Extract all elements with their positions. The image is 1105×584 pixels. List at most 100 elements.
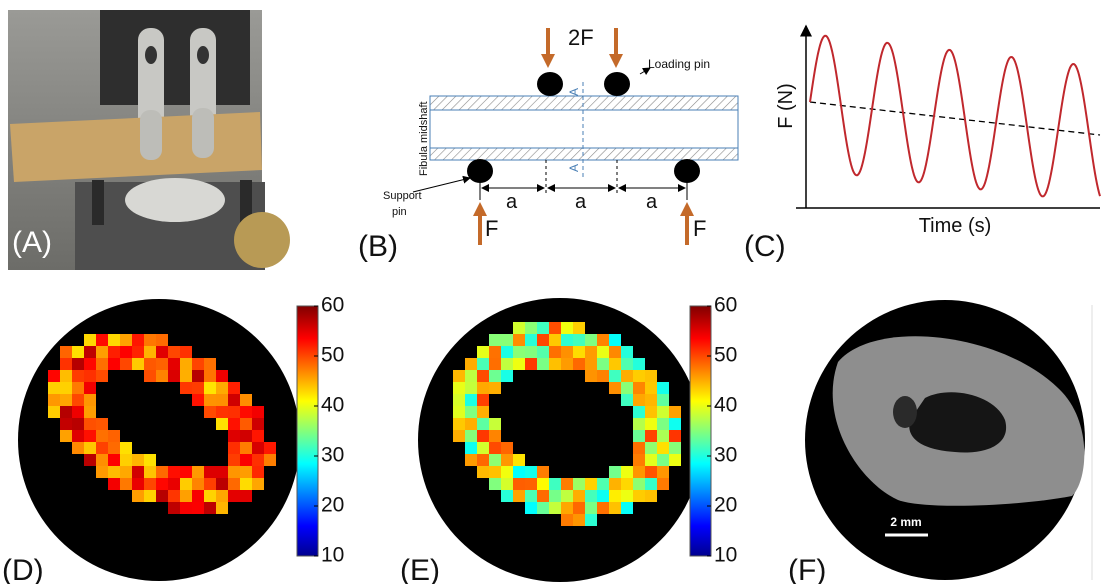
heat-cell (240, 406, 252, 418)
heat-cell (585, 358, 597, 370)
heat-cell (669, 454, 681, 466)
specimen-label: Fibula midshaft (418, 101, 430, 176)
heat-cell (669, 430, 681, 442)
heat-cell (561, 358, 573, 370)
heat-cell (108, 466, 120, 478)
heat-cell (465, 358, 477, 370)
heat-cell (72, 430, 84, 442)
heat-cell (573, 490, 585, 502)
heat-cell (204, 394, 216, 406)
heat-cell (489, 442, 501, 454)
heat-cell (585, 346, 597, 358)
heat-cell (477, 358, 489, 370)
heat-cell (657, 478, 669, 490)
heat-cell (192, 502, 204, 514)
heat-cell (84, 346, 96, 358)
y-axis-label: F (N) (775, 83, 797, 129)
heat-cell (252, 466, 264, 478)
heat-cell (132, 490, 144, 502)
heat-cell (72, 406, 84, 418)
heat-cell (657, 418, 669, 430)
heat-cell (252, 454, 264, 466)
heat-cell (168, 466, 180, 478)
heat-cell (513, 490, 525, 502)
heat-cell (513, 346, 525, 358)
heat-cell (633, 382, 645, 394)
heat-cell (156, 466, 168, 478)
heat-cell (633, 430, 645, 442)
heat-cell (192, 370, 204, 382)
force-label: F (485, 216, 498, 241)
heat-cell (168, 370, 180, 382)
heat-cell (60, 418, 72, 430)
force-label: 2F (568, 25, 594, 50)
heat-cell (489, 478, 501, 490)
heat-cell (156, 334, 168, 346)
heat-cell (489, 382, 501, 394)
heat-cell (537, 478, 549, 490)
heat-cell (549, 322, 561, 334)
heat-cell (525, 358, 537, 370)
heat-cell (96, 430, 108, 442)
heat-cell (144, 478, 156, 490)
heat-cell (585, 334, 597, 346)
heat-cell (669, 442, 681, 454)
heat-cell (501, 334, 513, 346)
heat-cell (489, 466, 501, 478)
heat-cell (228, 454, 240, 466)
heat-cell (573, 358, 585, 370)
heat-cell (156, 346, 168, 358)
heat-cell (204, 370, 216, 382)
heat-cell (585, 502, 597, 514)
heat-cell (597, 478, 609, 490)
heat-cell (645, 490, 657, 502)
heat-cell (84, 358, 96, 370)
heat-cell (96, 358, 108, 370)
heat-cell (549, 490, 561, 502)
colorbar-tick-label: 20 (321, 494, 344, 517)
heat-cell (252, 478, 264, 490)
colorbar-tick-label: 50 (321, 344, 344, 367)
heat-cell (561, 502, 573, 514)
heat-cell (120, 334, 132, 346)
heat-cell (453, 418, 465, 430)
heat-cell (216, 406, 228, 418)
heat-cell (621, 370, 633, 382)
support-pin-label: pin (392, 206, 407, 218)
heat-cell (252, 406, 264, 418)
heat-cell (84, 406, 96, 418)
heat-cell (489, 358, 501, 370)
heat-cell (465, 394, 477, 406)
heat-cell (669, 406, 681, 418)
heat-cell (120, 454, 132, 466)
colorbar-tick-label: 30 (321, 444, 344, 467)
heat-cell (645, 406, 657, 418)
colorbar-tick-label: 60 (321, 294, 344, 317)
heat-cell (132, 454, 144, 466)
heat-cell (489, 370, 501, 382)
heat-cell (513, 334, 525, 346)
heat-cell (60, 430, 72, 442)
heat-cell (477, 442, 489, 454)
heat-cell (168, 346, 180, 358)
heat-cell (597, 490, 609, 502)
heat-cell (204, 490, 216, 502)
heat-cell (501, 442, 513, 454)
heat-cell (585, 370, 597, 382)
heat-cell (633, 370, 645, 382)
heat-cell (489, 454, 501, 466)
heat-cell (240, 394, 252, 406)
heat-cell (192, 478, 204, 490)
heat-cell (108, 478, 120, 490)
heat-cell (84, 418, 96, 430)
heat-cell (240, 418, 252, 430)
heat-cell (525, 502, 537, 514)
heat-cell (597, 346, 609, 358)
heat-cell (477, 346, 489, 358)
heat-cell (513, 454, 525, 466)
heat-cell (60, 406, 72, 418)
heat-cell (501, 358, 513, 370)
colorbar-tick-label: 60 (714, 294, 737, 317)
heat-cell (240, 454, 252, 466)
heat-cell (228, 490, 240, 502)
